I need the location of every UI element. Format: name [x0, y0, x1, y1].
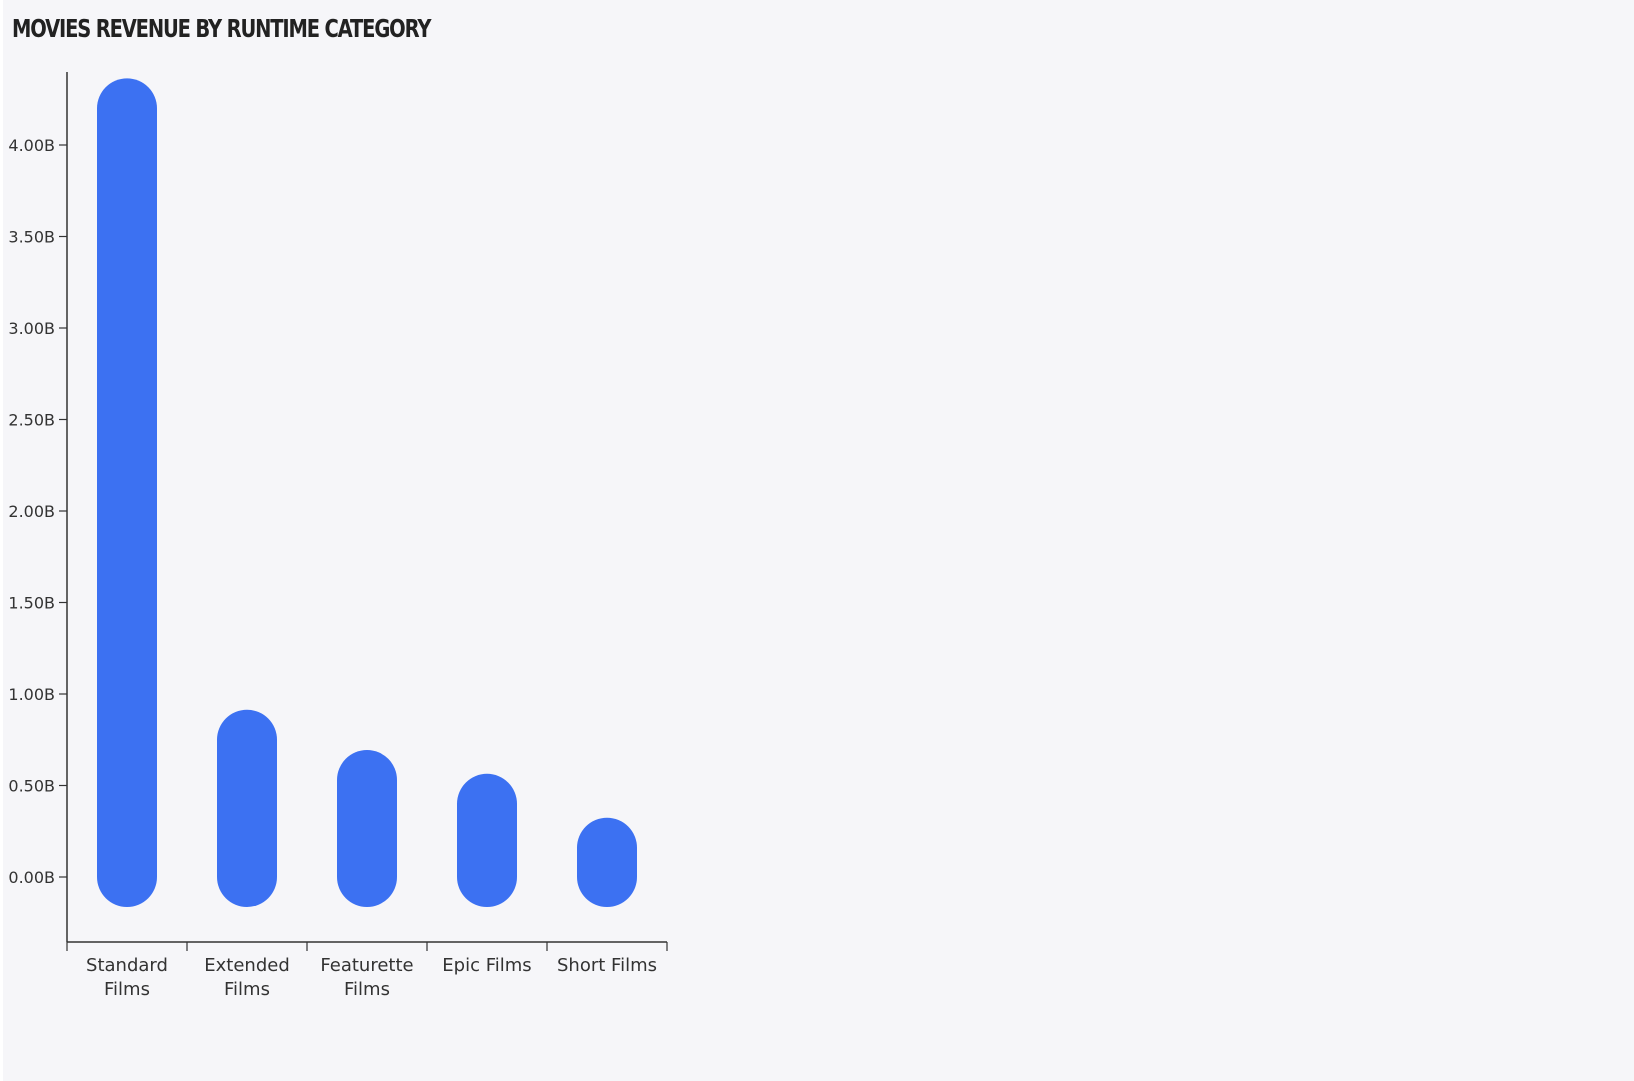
- x-category-label: Featurette Films: [320, 955, 413, 1000]
- bar[interactable]: [217, 709, 277, 907]
- y-tick-label: 1.00B: [8, 685, 55, 704]
- bar[interactable]: [337, 750, 397, 907]
- x-category-label: Epic Films: [442, 955, 531, 976]
- x-category-label: Extended Films: [204, 955, 290, 1000]
- y-tick-label: 3.50B: [8, 228, 55, 247]
- bar[interactable]: [577, 817, 637, 907]
- bar[interactable]: [97, 78, 157, 907]
- bar-chart: 0.00B 0.50B 1.00B 1.50B 2.00B 2.50B 3.00B 3.50B…: [8, 72, 668, 1000]
- y-tick-label: 1.50B: [8, 594, 55, 613]
- x-category-label: Short Films: [557, 955, 657, 976]
- y-tick-label: 2.50B: [8, 411, 55, 430]
- x-category-label: Standard Films: [86, 955, 168, 1000]
- chart-title: MOVIES REVENUE BY RUNTIME CATEGORY: [12, 14, 431, 43]
- chart-canvas: MOVIES REVENUE BY RUNTIME CATEGORY 0.00B…: [3, 0, 1634, 1081]
- y-tick-label: 0.00B: [8, 868, 55, 887]
- y-tick-label: 4.00B: [8, 136, 55, 155]
- y-tick-label: 2.00B: [8, 502, 55, 521]
- y-tick-label: 3.00B: [8, 319, 55, 338]
- bar[interactable]: [457, 773, 517, 907]
- y-tick-label: 0.50B: [8, 777, 55, 796]
